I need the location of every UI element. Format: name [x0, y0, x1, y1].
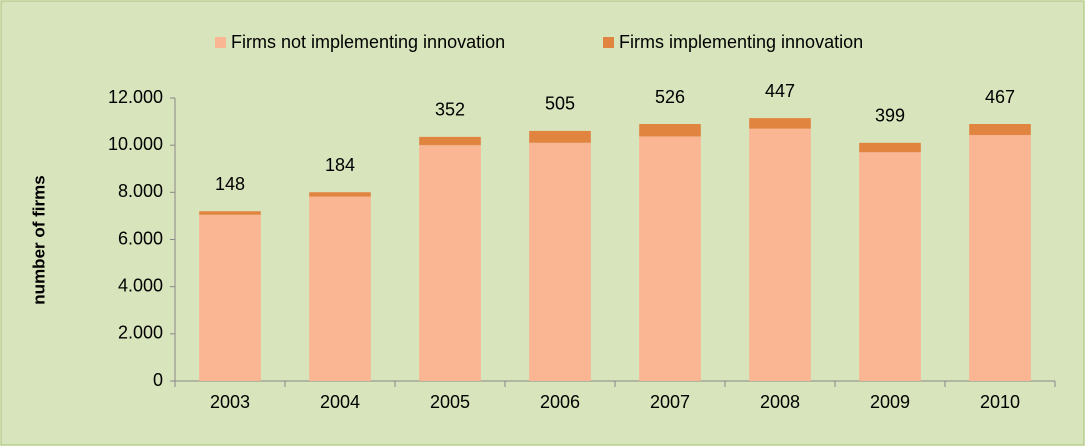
y-tick-label: 4.000 [118, 275, 163, 295]
data-label: 184 [325, 155, 355, 175]
x-tick-label: 2008 [760, 392, 800, 412]
y-tick-label: 0 [153, 370, 163, 390]
bar-segment [749, 118, 811, 129]
bar-segment [859, 142, 921, 153]
x-tick-label: 2006 [540, 392, 580, 412]
bar-segment [529, 130, 591, 143]
bar-segment [309, 196, 371, 381]
bar-segment [969, 135, 1031, 381]
bar-segment [199, 211, 261, 215]
x-tick-label: 2009 [870, 392, 910, 412]
bar-segment [639, 136, 701, 381]
x-tick-label: 2003 [210, 392, 250, 412]
legend-swatch [215, 37, 226, 48]
bar-segment [529, 142, 591, 381]
y-tick-label: 6.000 [118, 228, 163, 248]
bar-segment [419, 136, 481, 146]
bar-segment [309, 192, 371, 197]
y-axis-label: number of firms [29, 175, 48, 304]
legend-label: Firms implementing innovation [619, 32, 863, 52]
data-label: 447 [765, 81, 795, 101]
x-tick-label: 2004 [320, 392, 360, 412]
x-tick-label: 2005 [430, 392, 470, 412]
y-tick-label: 8.000 [118, 181, 163, 201]
x-tick-label: 2007 [650, 392, 690, 412]
data-label: 399 [875, 106, 905, 126]
legend-label: Firms not implementing innovation [231, 32, 505, 52]
y-tick-label: 2.000 [118, 323, 163, 343]
x-tick-label: 2010 [980, 392, 1020, 412]
y-tick-label: 10.000 [108, 134, 163, 154]
bar-segment [419, 145, 481, 381]
data-label: 352 [435, 100, 465, 120]
bar-segment [199, 214, 261, 381]
bar-segment [639, 124, 701, 137]
legend-swatch [603, 37, 614, 48]
y-tick-label: 12.000 [108, 87, 163, 107]
data-label: 467 [985, 87, 1015, 107]
bar-segment [749, 128, 811, 381]
bar-segment [969, 124, 1031, 136]
bar-segment [859, 152, 921, 381]
data-label: 148 [215, 174, 245, 194]
data-label: 505 [545, 94, 575, 114]
data-label: 526 [655, 87, 685, 107]
